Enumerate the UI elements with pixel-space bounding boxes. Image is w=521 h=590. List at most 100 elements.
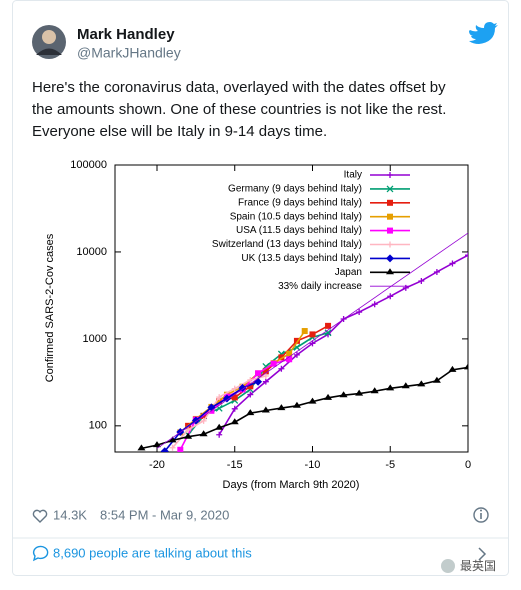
point bbox=[222, 394, 231, 403]
legend-label: 33% daily increase bbox=[278, 281, 362, 292]
point bbox=[324, 329, 332, 337]
y-tick-label: 1000 bbox=[83, 333, 107, 345]
x-tick-label: 0 bbox=[465, 459, 471, 471]
avatar[interactable] bbox=[32, 25, 66, 59]
point bbox=[246, 409, 255, 416]
legend-label: Switzerland (13 days behind Italy) bbox=[212, 239, 362, 250]
point bbox=[231, 394, 238, 401]
legend-marker bbox=[386, 254, 394, 263]
talking-link[interactable]: 8,690 people are talking about this bbox=[53, 545, 252, 560]
point bbox=[231, 405, 238, 412]
point bbox=[231, 385, 238, 392]
point bbox=[308, 397, 317, 404]
point bbox=[309, 340, 316, 347]
point bbox=[292, 401, 301, 408]
x-tick-label: -10 bbox=[305, 459, 321, 471]
point bbox=[185, 426, 192, 433]
point bbox=[255, 370, 262, 377]
point bbox=[277, 404, 286, 411]
point bbox=[418, 277, 425, 284]
legend-label: Japan bbox=[335, 267, 362, 278]
chevron[interactable] bbox=[478, 547, 487, 561]
point bbox=[215, 423, 224, 430]
x-tick-label: -15 bbox=[227, 459, 243, 471]
point bbox=[247, 383, 254, 390]
legend-label: USA (11.5 days behind Italy) bbox=[236, 225, 362, 236]
legend-marker bbox=[387, 213, 393, 220]
chart: Days (from March 9th 2020) Confirmed SAR… bbox=[44, 159, 471, 491]
point bbox=[293, 351, 300, 358]
point bbox=[216, 431, 223, 438]
point bbox=[262, 373, 269, 380]
point bbox=[262, 368, 269, 375]
series-line bbox=[156, 232, 468, 449]
point bbox=[386, 384, 395, 391]
author-handle[interactable]: @MarkJHandley bbox=[77, 45, 181, 61]
point bbox=[262, 378, 269, 385]
point bbox=[371, 301, 378, 308]
point bbox=[230, 418, 239, 425]
point bbox=[401, 382, 410, 389]
point bbox=[247, 391, 254, 398]
plot-frame bbox=[114, 164, 469, 453]
tweet-text-line: the amounts shown. One of these countrie… bbox=[32, 101, 446, 118]
watermark: 最英国 bbox=[460, 559, 496, 573]
point bbox=[238, 383, 247, 392]
point bbox=[324, 393, 333, 400]
legend-marker bbox=[387, 241, 393, 248]
like-icon[interactable] bbox=[32, 509, 48, 523]
legend-marker bbox=[386, 268, 394, 275]
legend-marker bbox=[387, 199, 393, 206]
point bbox=[247, 376, 254, 383]
point bbox=[448, 365, 457, 372]
point bbox=[356, 309, 363, 316]
point bbox=[370, 387, 379, 394]
legend-label: France (9 days behind Italy) bbox=[238, 197, 362, 208]
legend-label: Italy bbox=[344, 170, 362, 181]
point bbox=[278, 365, 285, 372]
point bbox=[433, 268, 440, 275]
point bbox=[261, 406, 270, 413]
y-tick-label: 10000 bbox=[76, 246, 107, 258]
x-tick-label: -20 bbox=[149, 459, 165, 471]
legend-marker bbox=[387, 227, 393, 234]
reply-icon[interactable] bbox=[32, 545, 49, 562]
legend-label: Spain (10.5 days behind Italy) bbox=[230, 211, 362, 222]
point bbox=[286, 356, 293, 363]
watermark-icon bbox=[441, 559, 455, 573]
point bbox=[169, 444, 176, 451]
card-border bbox=[12, 0, 509, 576]
author-name[interactable]: Mark Handley bbox=[77, 26, 175, 43]
twitter-logo[interactable] bbox=[469, 22, 498, 44]
point bbox=[417, 380, 426, 387]
y-tick-label: 100000 bbox=[70, 159, 107, 171]
legend-marker bbox=[387, 172, 393, 178]
x-axis-label: Days (from March 9th 2020) bbox=[223, 479, 360, 491]
point bbox=[355, 389, 364, 396]
point bbox=[325, 322, 332, 329]
point bbox=[160, 447, 169, 452]
point bbox=[309, 331, 316, 338]
x-tick-label: -5 bbox=[385, 459, 395, 471]
info-icon[interactable] bbox=[473, 507, 489, 523]
point bbox=[278, 354, 285, 361]
legend-label: UK (13.5 days behind Italy) bbox=[241, 253, 362, 264]
legend-marker bbox=[386, 185, 394, 193]
point bbox=[339, 391, 348, 398]
point bbox=[184, 432, 193, 439]
point bbox=[286, 350, 293, 357]
point bbox=[137, 444, 146, 451]
point bbox=[464, 363, 468, 370]
point bbox=[293, 337, 300, 344]
y-axis-label: Confirmed SARS-2-Cov cases bbox=[44, 233, 56, 382]
like-count[interactable]: 14.3K bbox=[53, 507, 87, 522]
tweet-text-line: Everyone else will be Italy in 9-14 days… bbox=[32, 123, 327, 140]
point bbox=[465, 252, 468, 259]
point bbox=[301, 328, 308, 335]
point bbox=[177, 446, 184, 452]
point bbox=[270, 360, 277, 367]
point bbox=[387, 293, 394, 300]
point bbox=[200, 417, 207, 424]
timestamp[interactable]: 8:54 PM - Mar 9, 2020 bbox=[100, 507, 229, 522]
